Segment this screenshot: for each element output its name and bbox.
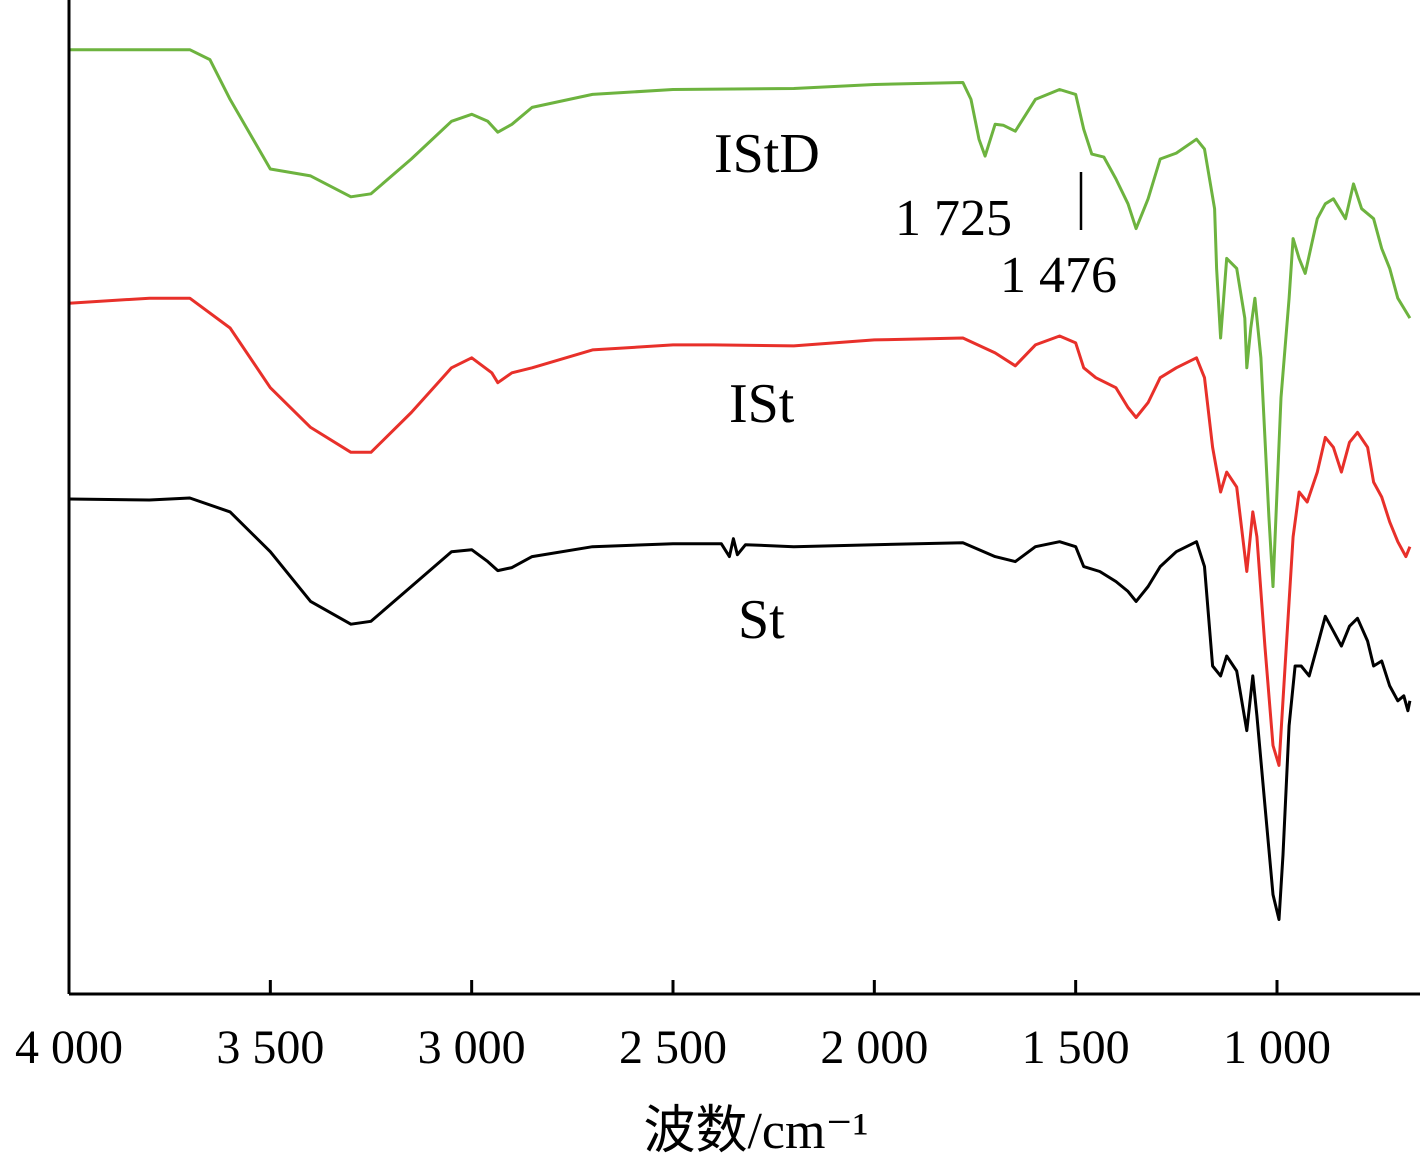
plot-lines (68, 48, 1412, 921)
annotation-1725: 1 725 (895, 190, 1012, 247)
x-tick-label-3000: 3 000 (418, 1021, 526, 1074)
x-axis-title: 波数/cm⁻¹ (643, 1103, 868, 1160)
x-tick-label-1500: 1 500 (1022, 1021, 1130, 1074)
series-label-istd: IStD (714, 123, 820, 185)
series-label-st: St (738, 589, 785, 651)
x-tick-label-3500: 3 500 (216, 1021, 324, 1074)
series-line-istd (69, 48, 1412, 588)
series-line-st (68, 496, 1412, 921)
series-labels: IStD ISt St (714, 123, 820, 651)
annotations: 1 725 1 476 (895, 172, 1117, 304)
x-tick-label-2500: 2 500 (619, 1021, 727, 1074)
x-tick-label-2000: 2 000 (820, 1021, 928, 1074)
series-label-ist: ISt (729, 373, 795, 435)
series-line-ist (68, 296, 1412, 767)
annotation-1476: 1 476 (1000, 247, 1117, 304)
x-ticks: 4 000 3 500 3 000 2 500 2 000 1 500 1 000 (15, 980, 1331, 1074)
x-tick-label-4000: 4 000 (15, 1021, 123, 1074)
x-tick-label-1000: 1 000 (1223, 1021, 1331, 1074)
axes (67, 0, 1420, 996)
